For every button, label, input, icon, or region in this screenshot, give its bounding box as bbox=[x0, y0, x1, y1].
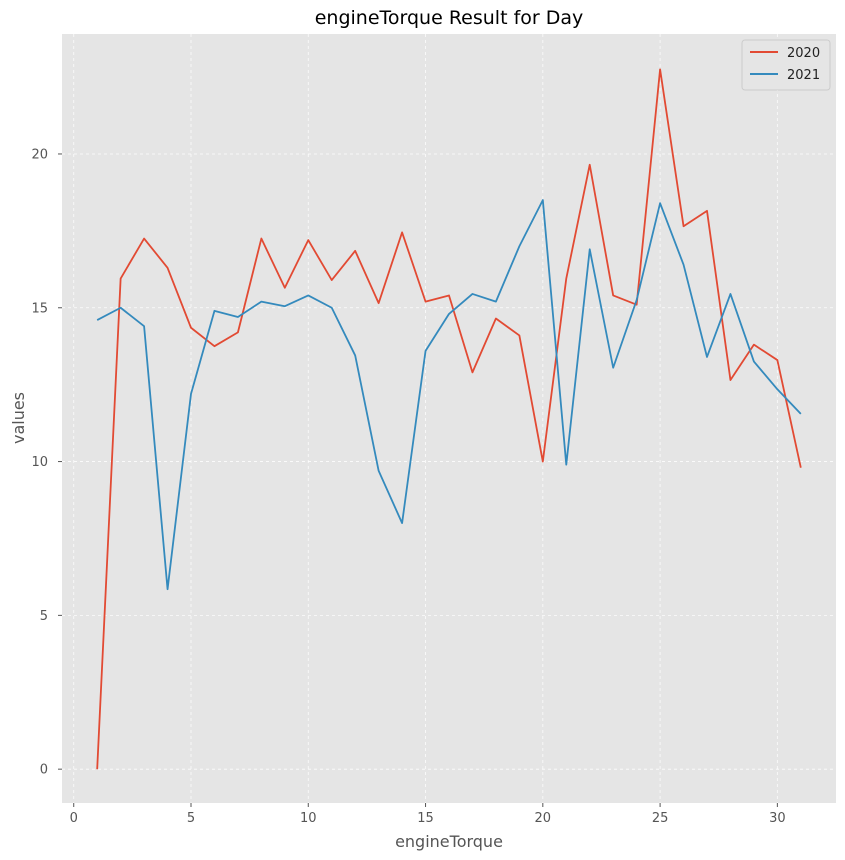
x-tick-label: 25 bbox=[652, 811, 669, 826]
x-tick-label: 15 bbox=[417, 811, 434, 826]
plot-background bbox=[62, 34, 836, 803]
y-axis-label: values bbox=[9, 392, 28, 444]
series-line-2021 bbox=[96, 199, 802, 591]
x-tick-label: 30 bbox=[769, 811, 786, 826]
legend: 2020 2021 bbox=[741, 39, 831, 91]
axis-ticks: 0 5 10 15 20 25 30 0 5 10 15 20 bbox=[31, 147, 785, 826]
series-line-2020 bbox=[96, 68, 802, 770]
y-tick-label: 0 bbox=[40, 763, 48, 778]
series-lines bbox=[96, 68, 802, 770]
y-tick-label: 5 bbox=[40, 609, 48, 624]
y-tick-label: 15 bbox=[31, 301, 48, 316]
y-tick-label: 20 bbox=[31, 147, 48, 162]
legend-label-2020: 2020 bbox=[787, 46, 820, 61]
x-tick-label: 20 bbox=[535, 811, 552, 826]
chart-title: engineTorque Result for Day bbox=[315, 7, 584, 29]
x-tick-label: 10 bbox=[300, 811, 317, 826]
y-tick-label: 10 bbox=[31, 455, 48, 470]
x-axis-label: engineTorque bbox=[395, 832, 503, 851]
x-tick-label: 0 bbox=[70, 811, 78, 826]
x-tick-label: 5 bbox=[187, 811, 195, 826]
legend-label-2021: 2021 bbox=[787, 68, 820, 83]
grid-lines bbox=[62, 34, 836, 803]
